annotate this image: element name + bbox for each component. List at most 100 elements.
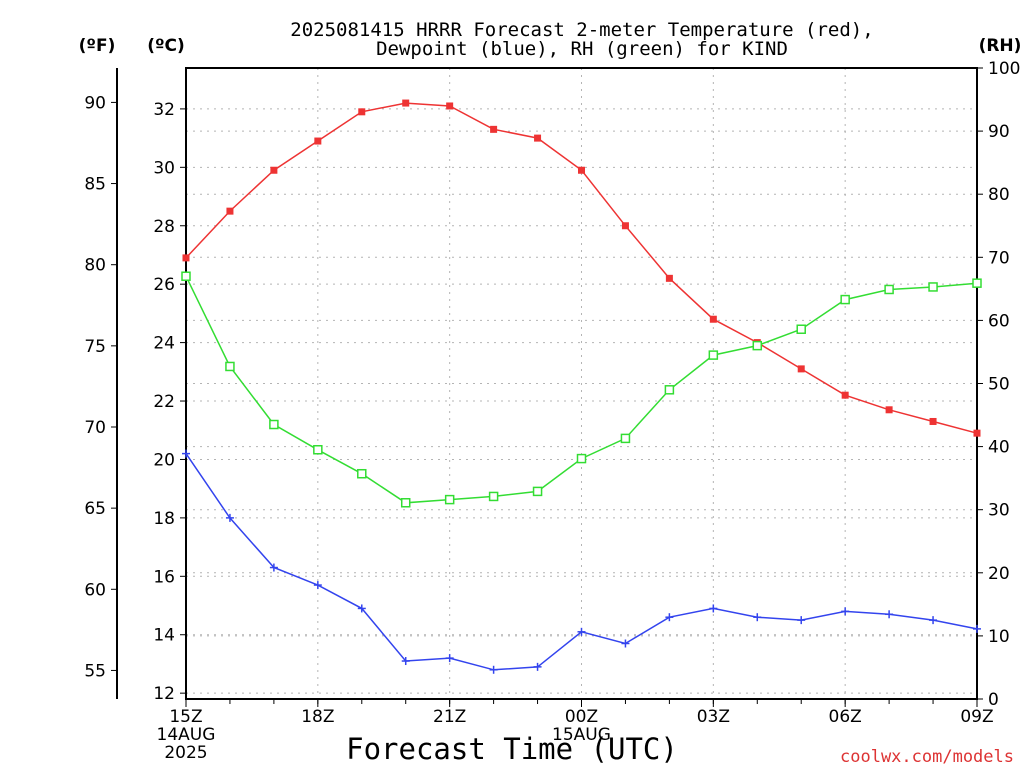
rh-point — [532, 486, 543, 497]
rh-point — [444, 494, 455, 505]
time-tick-label: 00Z — [565, 707, 598, 727]
rh-point — [884, 284, 894, 295]
temperature-point — [226, 207, 234, 215]
rh-tick-label: 60 — [988, 311, 1010, 331]
temperature-point — [709, 315, 717, 323]
dewpoint-point — [225, 513, 234, 522]
dewpoint-point — [182, 449, 190, 458]
dewpoint-line — [185, 453, 978, 671]
celsius-tick-label: 18 — [153, 509, 175, 529]
temperature-point — [578, 166, 585, 174]
time-tick-label: 15Z — [169, 707, 202, 727]
dewpoint-point — [401, 657, 410, 666]
rh-point — [620, 433, 631, 444]
rh-point — [269, 419, 279, 430]
time-tick-label: 03Z — [697, 707, 730, 727]
dewpoint-point — [841, 607, 850, 616]
rh-point — [313, 445, 323, 455]
fahrenheit-tick-label: 80 — [84, 256, 106, 276]
fahrenheit-tick-label: 55 — [84, 661, 106, 681]
fahrenheit-tick-label: 75 — [84, 337, 106, 357]
rh-axis: 0 10 20 30 40 50 60 70 80 90 100 — [977, 59, 1020, 710]
rh-point — [225, 361, 235, 372]
temperature-point — [314, 137, 322, 145]
rh-point — [357, 468, 367, 479]
fahrenheit-axis: 55 60 65 70 75 80 85 90 — [84, 93, 117, 681]
rh-point — [708, 350, 719, 360]
axes — [116, 67, 978, 704]
rh-tick-label: 0 — [988, 690, 999, 710]
fahrenheit-unit-label: (ºF) — [79, 36, 116, 56]
fahrenheit-tick-label: 65 — [84, 499, 106, 519]
celsius-tick-label: 16 — [153, 567, 175, 587]
time-tick-label: 15AUG — [552, 725, 611, 745]
celsius-tick-label: 26 — [153, 275, 175, 295]
rh-point — [664, 385, 675, 395]
celsius-unit-label: (ºC) — [147, 36, 185, 56]
dewpoint-point — [929, 616, 938, 625]
chart-title-line1: 2025081415 HRRR Forecast 2-meter Tempera… — [290, 19, 873, 41]
dewpoint-point — [973, 624, 981, 633]
rh-tick-label: 100 — [988, 59, 1020, 79]
dewpoint-point — [665, 613, 674, 622]
rh-tick-label: 30 — [988, 501, 1010, 521]
gridlines — [186, 68, 977, 699]
dewpoint-point — [269, 563, 278, 572]
dewpoint-point — [489, 665, 498, 674]
dewpoint-point — [445, 654, 454, 663]
dewpoint-point — [709, 604, 718, 613]
temperature-point — [797, 365, 805, 373]
time-tick-label: 2025 — [164, 743, 207, 763]
fahrenheit-tick-label: 60 — [84, 580, 106, 600]
temperature-point — [270, 166, 278, 174]
celsius-tick-label: 12 — [153, 684, 175, 704]
fahrenheit-tick-label: 70 — [84, 418, 106, 438]
rh-tick-label: 80 — [988, 185, 1010, 205]
temperature-point — [402, 99, 410, 107]
rh-tick-label: 70 — [988, 248, 1010, 268]
rh-point — [488, 491, 499, 502]
data-series — [181, 99, 982, 674]
temperature-point — [446, 102, 454, 110]
temperature-point — [841, 391, 849, 399]
time-tick-label: 18Z — [301, 707, 334, 727]
rh-point — [972, 278, 982, 288]
fahrenheit-tick-label: 90 — [84, 93, 106, 113]
fahrenheit-tick-label: 85 — [84, 175, 106, 195]
rh-tick-label: 50 — [988, 375, 1010, 395]
credit-text: coolwx.com/models — [840, 747, 1014, 767]
celsius-axis: 12 14 16 18 20 22 24 26 28 30 32 — [153, 100, 186, 704]
temperature-point — [665, 274, 673, 282]
rh-point — [840, 294, 850, 305]
rh-tick-label: 40 — [988, 438, 1010, 458]
dewpoint-point — [577, 627, 586, 636]
temperature-point — [973, 429, 981, 437]
dewpoint-point — [313, 581, 322, 590]
dewpoint-point — [885, 610, 894, 619]
rh-point — [796, 324, 806, 334]
time-tick-label: 21Z — [433, 707, 466, 727]
dewpoint-point — [753, 613, 762, 622]
temperature-point — [358, 108, 366, 116]
rh-point — [181, 271, 191, 281]
x-axis-label: Forecast Time (UTC) — [346, 732, 678, 766]
dewpoint-point — [797, 616, 806, 625]
celsius-tick-label: 20 — [153, 450, 175, 470]
rh-tick-label: 90 — [988, 122, 1010, 142]
temperature-point — [885, 406, 893, 414]
time-tick-label: 06Z — [829, 707, 862, 727]
rh-tick-label: 20 — [988, 564, 1010, 584]
temperature-point — [929, 417, 937, 425]
temperature-point — [182, 254, 190, 262]
celsius-tick-label: 14 — [153, 626, 175, 646]
temperature-point — [621, 222, 629, 230]
dewpoint-point — [621, 639, 630, 648]
temperature-point — [490, 125, 498, 133]
dewpoint-point — [357, 604, 366, 613]
celsius-tick-label: 28 — [153, 217, 175, 237]
time-tick-label: 09Z — [960, 707, 993, 727]
rh-point — [400, 498, 411, 508]
temperature-point — [534, 134, 542, 142]
rh-point — [928, 282, 938, 292]
